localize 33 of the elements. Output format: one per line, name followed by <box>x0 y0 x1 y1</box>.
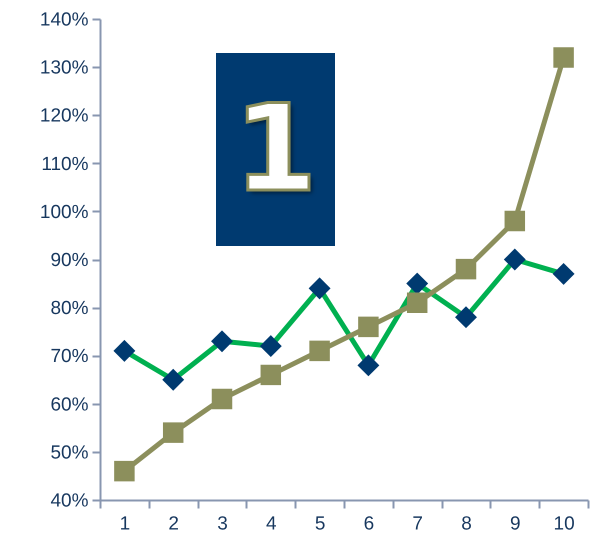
x-tick-label: 6 <box>364 514 374 534</box>
annotation: 1 <box>234 80 318 219</box>
point <box>406 292 428 314</box>
y-tick-label: 130% <box>40 58 89 79</box>
point <box>162 422 184 443</box>
number-badge: 1 <box>216 53 335 246</box>
point <box>553 47 574 68</box>
point <box>456 258 476 280</box>
point <box>309 340 330 362</box>
x-tick-label: 1 <box>120 514 130 534</box>
x-tick-label: 2 <box>168 514 179 534</box>
x-tick-label: 10 <box>554 514 575 534</box>
x-tick-label: 9 <box>510 514 521 534</box>
x-tick-label: 7 <box>412 514 423 534</box>
point <box>114 460 135 482</box>
x-tick-label: 3 <box>217 514 228 534</box>
y-tick-label: 120% <box>40 106 89 127</box>
y-tick-label: 50% <box>50 442 89 464</box>
x-tick-label: 5 <box>314 514 326 534</box>
point <box>212 388 232 410</box>
point <box>504 210 526 232</box>
point <box>260 364 282 386</box>
x-tick-label: 4 <box>266 514 278 534</box>
point <box>358 316 379 338</box>
y-tick-label: 140% <box>40 10 89 30</box>
y-tick-label: 60% <box>50 394 89 416</box>
y-tick-label: 40% <box>50 490 89 512</box>
y-tick-label: 70% <box>50 346 89 368</box>
y-tick-label: 80% <box>50 298 89 320</box>
y-tick-label: 100% <box>40 202 89 223</box>
y-tick-label: 110% <box>41 154 89 175</box>
x-tick-label: 8 <box>461 514 472 534</box>
y-tick-label: 90% <box>50 250 89 271</box>
